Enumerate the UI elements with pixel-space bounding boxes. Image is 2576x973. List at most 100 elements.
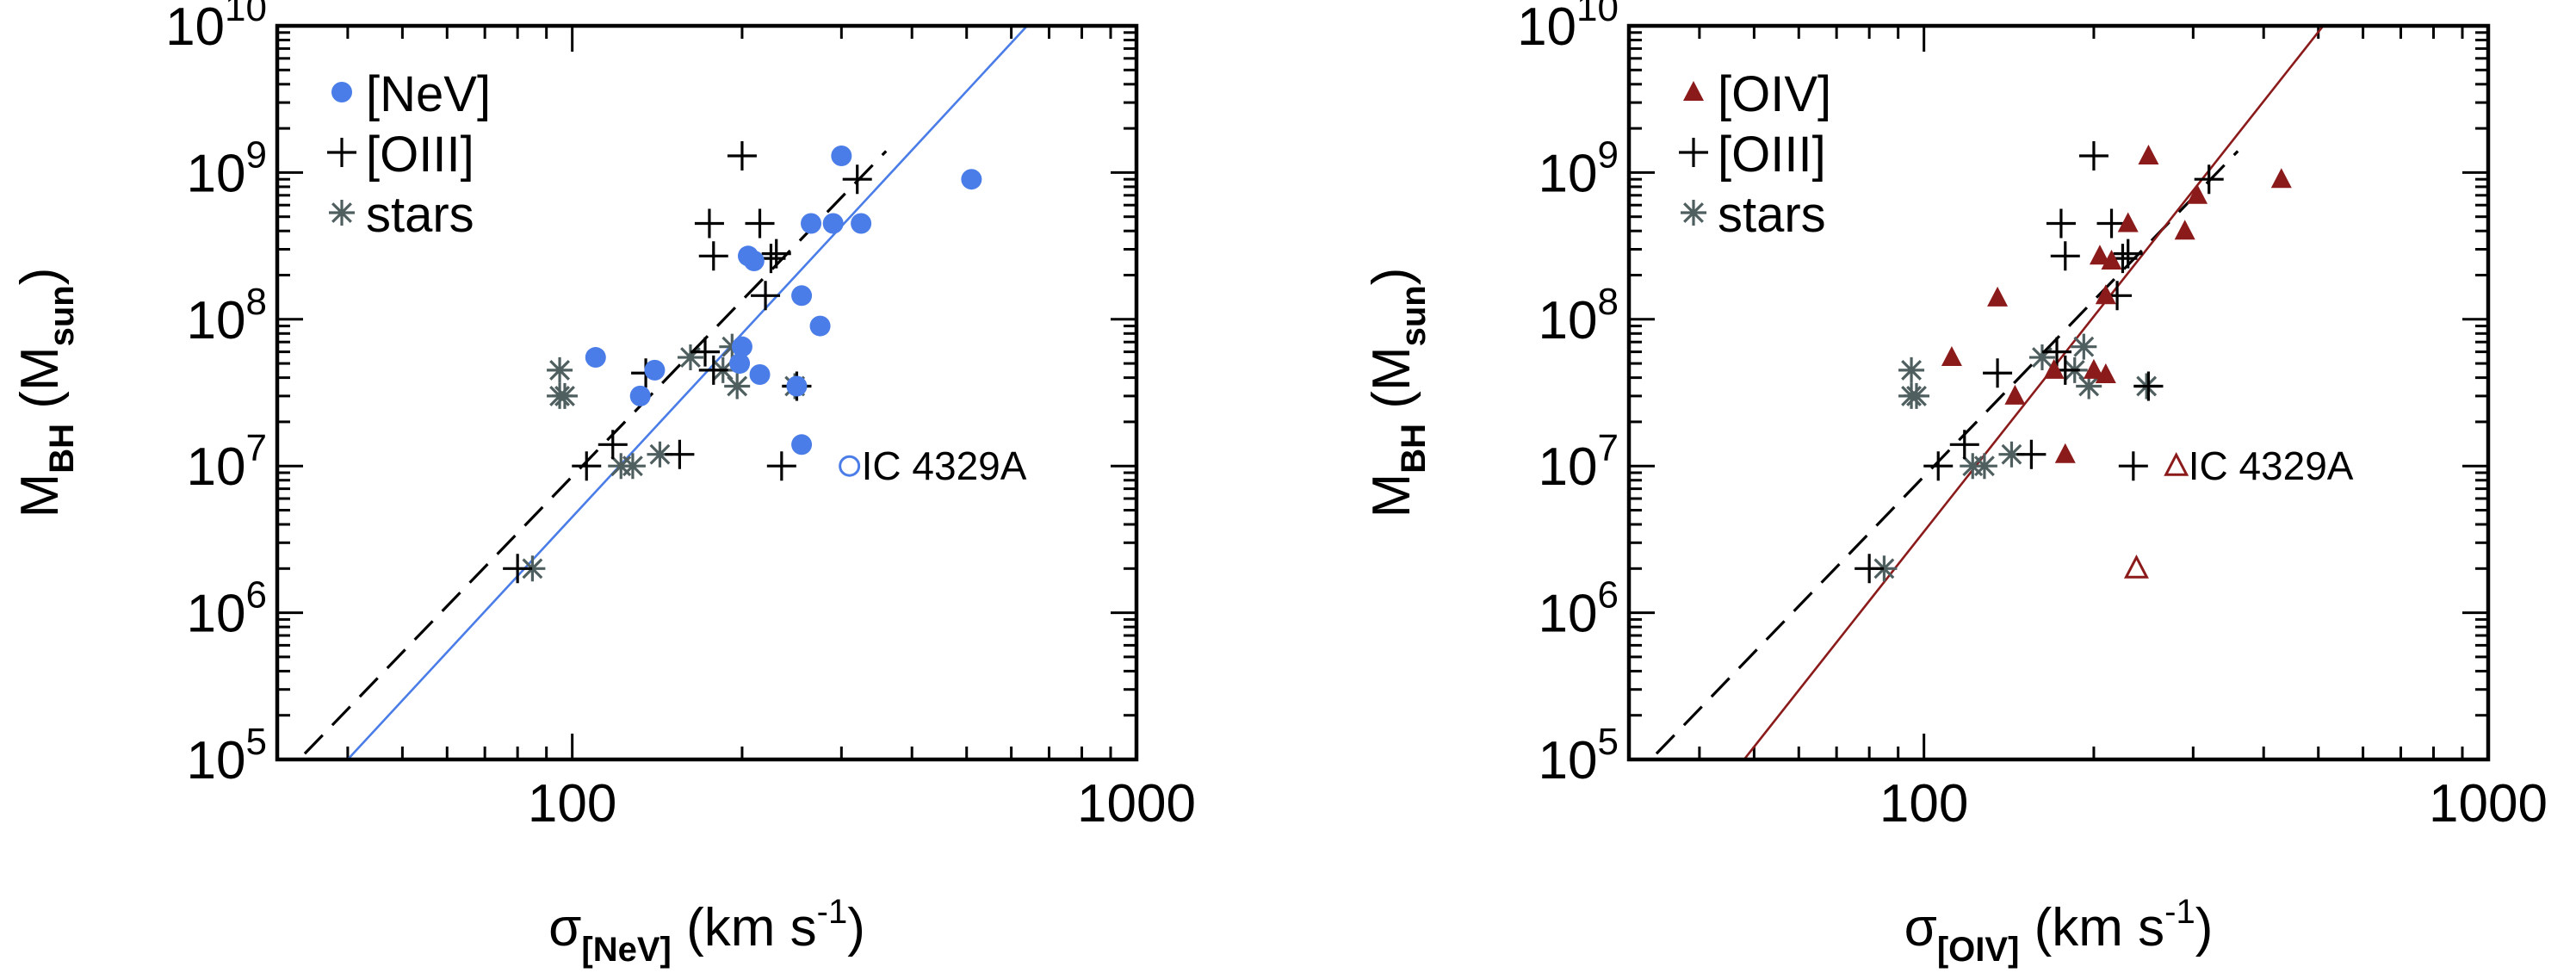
legend-marker (329, 200, 355, 226)
series-1 (1855, 140, 2224, 584)
data-point (503, 554, 533, 584)
y-tick-exponent: 10 (1576, 0, 1619, 29)
legend: [OIV][OIII]stars (1679, 66, 1831, 243)
y-label-close: ) (10, 268, 70, 286)
y-tick-base: 10 (187, 291, 246, 350)
legend-label: [OIII] (1718, 127, 1826, 183)
data-point (2076, 373, 2102, 400)
data-point (2089, 245, 2110, 265)
data-point (2138, 144, 2159, 164)
data-point (724, 373, 751, 400)
legend-marker (1679, 138, 1708, 167)
annotation-marker (839, 455, 861, 477)
data-point (2028, 344, 2055, 371)
data-point (2043, 358, 2065, 379)
legend-label: [OIII] (366, 127, 474, 183)
data-point (1855, 554, 1885, 584)
y-label-symbol: M (1362, 474, 1421, 518)
fit-line-solid (1743, 26, 2325, 759)
data-point (751, 281, 781, 311)
x-axis-label: σ[NeV] (km s-1) (548, 893, 865, 969)
y-tick-label: 105 (1539, 721, 1619, 790)
y-tick-base: 10 (1539, 731, 1598, 790)
data-point (644, 359, 666, 381)
data-point (786, 375, 808, 397)
x-label-unit: (km s (686, 898, 817, 958)
data-point (598, 430, 628, 460)
data-point (1903, 382, 1929, 409)
data-point (761, 239, 791, 269)
legend-marker (327, 138, 356, 167)
data-point (851, 213, 872, 234)
data-point (547, 356, 573, 383)
data-point (2101, 249, 2122, 270)
data-point (677, 344, 703, 371)
data-point (2004, 384, 2026, 405)
data-point (2118, 451, 2148, 481)
x-axis-label: σ[OIV] (km s-1) (1904, 893, 2214, 969)
y-label-unit: (M (10, 346, 70, 408)
data-point (2078, 140, 2108, 170)
data-point (1983, 358, 2013, 388)
x-label-gap (672, 898, 686, 958)
data-point (2071, 333, 2097, 360)
data-point (585, 347, 606, 369)
annotation-marker (2164, 451, 2189, 476)
x-tick-label: 1000 (2429, 774, 2548, 834)
y-tick-exponent: 6 (246, 574, 267, 617)
y-tick-exponent: 9 (1598, 133, 1619, 176)
y-axis-label: MBH (Msun) (1362, 268, 1433, 518)
y-tick-base: 10 (1539, 585, 1598, 644)
y-label-gap (1362, 409, 1421, 424)
data-point (822, 213, 844, 234)
annotation-label: IC 4329A (862, 443, 1027, 488)
legend-marker (1683, 81, 1704, 101)
x-label-superscript: -1 (817, 893, 848, 931)
data-point (731, 336, 752, 357)
data-point (665, 439, 695, 469)
data-point (551, 382, 578, 409)
y-tick-label: 105 (187, 721, 267, 790)
x-label-superscript: -1 (2164, 893, 2195, 931)
data-point (1971, 453, 1997, 480)
y-label-subscript: BH (43, 424, 81, 474)
data-point (745, 208, 775, 239)
y-tick-exponent: 8 (1598, 281, 1619, 323)
data-point (2194, 164, 2224, 195)
legend: [NeV][OIII]stars (327, 66, 491, 243)
legend-label: [OIV] (1718, 66, 1831, 122)
legend-label: stars (366, 187, 474, 243)
y-tick-base: 10 (1539, 291, 1598, 350)
data-point (2054, 443, 2076, 463)
y-label-unit-subscript: sun (1395, 285, 1433, 346)
legend-label: [NeV] (366, 66, 491, 122)
y-tick-label: 107 (187, 427, 267, 497)
y-tick-label: 1010 (1517, 0, 1619, 57)
y-tick-base: 10 (165, 0, 225, 57)
series-0 (585, 145, 982, 456)
plot-frame (275, 23, 1139, 762)
y-axis-label: MBH (Msun) (10, 268, 81, 518)
data-point (2042, 337, 2072, 367)
data-point (1949, 430, 1979, 460)
y-tick-label: 1010 (165, 0, 267, 57)
data-point (629, 385, 651, 406)
data-point (791, 285, 813, 307)
series-0 (1941, 144, 2292, 463)
y-tick-label: 108 (187, 281, 267, 350)
y-tick-exponent: 9 (246, 133, 267, 176)
x-label-symbol: σ (548, 898, 581, 958)
x-label-gap (2019, 898, 2034, 958)
data-point (519, 555, 546, 582)
data-point (727, 140, 757, 170)
plot-area (1649, 26, 2325, 759)
y-label-close: ) (1362, 268, 1421, 286)
data-point (842, 164, 872, 195)
axis-ticks (1627, 24, 2490, 761)
y-tick-label: 109 (1539, 133, 1619, 203)
y-tick-base: 10 (187, 731, 246, 790)
data-point (831, 145, 852, 166)
data-point (1898, 356, 1925, 383)
y-tick-base: 10 (187, 144, 246, 203)
